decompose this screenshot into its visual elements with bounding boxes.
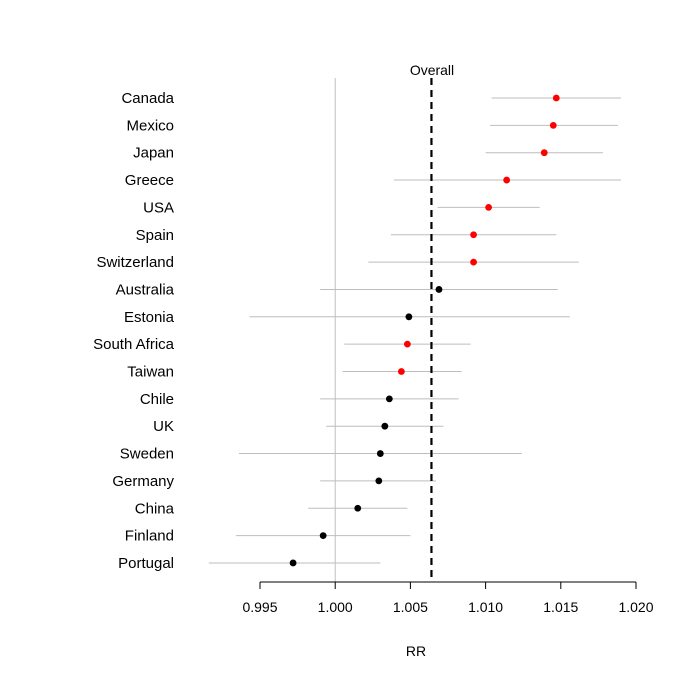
estimate-point [403,340,411,348]
row-label: China [135,500,175,517]
estimate-point [485,204,493,211]
row-label: South Africa [93,336,175,353]
estimate-point [549,121,557,129]
estimate-point [540,149,548,157]
row-label: Australia [116,281,175,298]
row-label: Mexico [126,117,174,134]
x-tick-label: 1.020 [618,599,653,615]
x-tick-label: 0.995 [242,599,277,615]
estimate-point [375,477,383,485]
row-label: Finland [125,528,174,545]
estimate-point [381,422,389,430]
row-label: Estonia [124,309,175,326]
estimate-point [376,450,384,457]
x-tick-label: 1.010 [468,599,503,615]
estimate-point [552,94,560,102]
x-axis-title: RR [406,643,426,659]
estimate-point [435,286,443,293]
x-tick-label: 1.000 [318,599,353,615]
estimate-point [503,176,511,184]
row-label: USA [143,199,174,216]
estimate-point [354,504,362,512]
estimate-points [289,94,560,567]
row-labels: Canada Mexico Japan Greece USA Spain Switzerla… [93,90,175,572]
row-label: Greece [125,172,174,189]
row-label: Switzerland [96,254,174,271]
row-label: Germany [112,473,174,490]
estimate-point [397,368,405,375]
x-tick-label: 1.015 [543,599,578,615]
estimate-point [385,395,393,403]
row-label: Sweden [120,446,174,463]
row-label: Canada [121,90,174,107]
estimate-point [470,231,477,239]
estimate-point [470,258,477,266]
row-label: Taiwan [127,364,174,381]
row-label: Spain [136,227,174,244]
row-label: Portugal [118,555,174,572]
estimate-point [405,313,413,321]
estimate-point [289,559,297,567]
row-label: UK [153,418,174,435]
x-axis: 0.995 1.000 1.005 1.010 1.015 1.020 [242,581,654,615]
row-label: Japan [133,145,174,162]
estimate-point [319,532,327,539]
overall-label: Overall [410,62,454,78]
x-tick-label: 1.005 [393,599,428,615]
row-label: Chile [140,391,174,408]
